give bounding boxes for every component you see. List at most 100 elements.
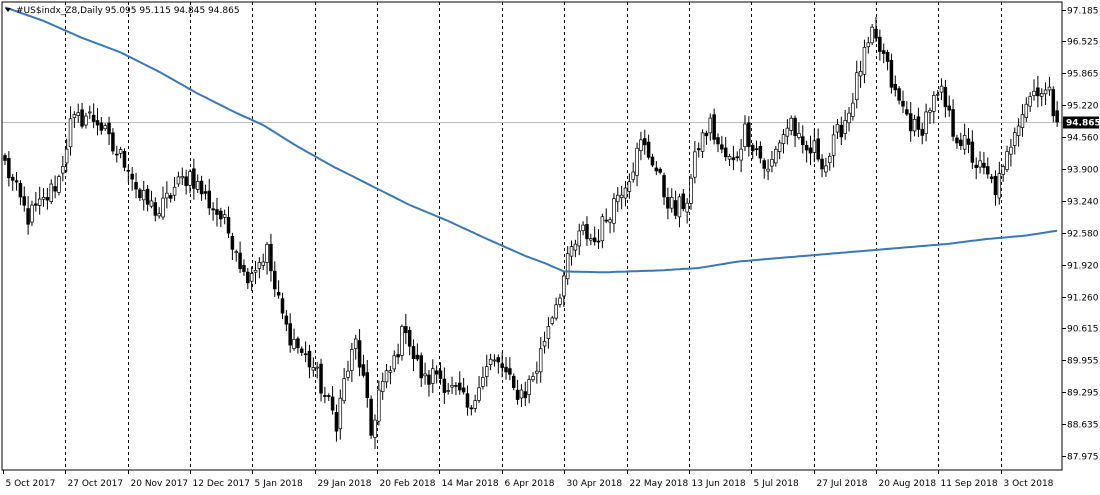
candle-body bbox=[238, 252, 242, 270]
candle-body bbox=[689, 177, 693, 204]
candle-body bbox=[404, 326, 408, 334]
candle-body bbox=[712, 114, 716, 140]
candle-body bbox=[812, 140, 817, 153]
candle-body bbox=[184, 176, 188, 186]
candle-body bbox=[188, 171, 192, 186]
candle-body bbox=[924, 111, 928, 134]
candle-body bbox=[619, 194, 624, 199]
candle-body bbox=[535, 370, 539, 374]
candle-body bbox=[639, 139, 643, 151]
candle-body bbox=[843, 120, 847, 134]
candle-body bbox=[53, 186, 57, 192]
candle-body bbox=[831, 134, 836, 156]
candle-body bbox=[658, 168, 662, 173]
candle-body bbox=[538, 348, 543, 373]
candle-body bbox=[908, 113, 913, 132]
candle-body bbox=[88, 111, 92, 114]
candle-body bbox=[103, 125, 107, 130]
candle-body bbox=[1028, 96, 1032, 107]
candle-body bbox=[1039, 92, 1044, 97]
candle-body bbox=[107, 122, 111, 135]
candle-body bbox=[616, 194, 620, 203]
candle-body bbox=[319, 363, 323, 394]
y-tick-label: 87.975 bbox=[1067, 453, 1099, 463]
candle-body bbox=[180, 176, 185, 179]
triangle-down-icon[interactable] bbox=[5, 8, 11, 12]
candle-body bbox=[839, 124, 844, 138]
candle-body bbox=[646, 141, 651, 158]
candle-body bbox=[49, 183, 53, 202]
candle-body bbox=[589, 238, 593, 241]
candle-body bbox=[14, 180, 19, 183]
candle-body bbox=[427, 374, 431, 385]
y-tick-label: 90.615 bbox=[1067, 325, 1099, 335]
candle-body bbox=[219, 210, 223, 220]
x-tick-label: 20 Aug 2018 bbox=[879, 479, 937, 489]
candle-body bbox=[704, 132, 709, 137]
candle-body bbox=[407, 330, 412, 347]
candle-body bbox=[365, 372, 370, 399]
candle-body bbox=[334, 412, 339, 432]
candle-body bbox=[604, 219, 608, 222]
candle-body bbox=[862, 46, 867, 75]
candle-body bbox=[257, 262, 262, 269]
candle-body bbox=[41, 197, 46, 200]
candle-body bbox=[851, 102, 855, 117]
candle-body bbox=[993, 175, 998, 195]
candle-body bbox=[330, 396, 335, 411]
candle-body bbox=[419, 355, 423, 379]
candle-body bbox=[897, 88, 901, 101]
time-axis[interactable]: 5 Oct 2017 27 Oct 2017 20 Nov 2017 12 Dec 2… bbox=[3, 470, 1054, 489]
candle-body bbox=[916, 116, 921, 130]
candle-body bbox=[485, 366, 489, 377]
candle-body bbox=[878, 36, 882, 52]
candle-body bbox=[662, 175, 666, 198]
candle-body bbox=[508, 368, 512, 375]
candle-body bbox=[438, 370, 443, 379]
y-tick-label: 91.260 bbox=[1067, 294, 1099, 304]
candle-body bbox=[434, 370, 439, 375]
candle-body bbox=[608, 219, 612, 223]
candle-body bbox=[215, 209, 219, 215]
candle-body bbox=[650, 156, 655, 166]
candle-body bbox=[774, 148, 778, 164]
candle-body bbox=[504, 366, 508, 373]
candle-body bbox=[338, 397, 343, 430]
candle-body bbox=[176, 176, 181, 185]
candle-body bbox=[10, 176, 15, 181]
candle-body bbox=[7, 158, 11, 179]
plot-frame bbox=[1, 1, 1063, 471]
candle-body bbox=[122, 150, 127, 168]
candle-body bbox=[91, 114, 96, 122]
candle-body bbox=[161, 197, 165, 218]
candle-body bbox=[18, 183, 23, 198]
candle-body bbox=[72, 114, 77, 118]
candle-body bbox=[654, 167, 659, 172]
candle-body bbox=[754, 148, 759, 151]
candle-body bbox=[824, 165, 828, 173]
candle-body bbox=[130, 173, 134, 180]
candle-body bbox=[342, 378, 346, 402]
current-price-label: 94.865 bbox=[1066, 119, 1100, 129]
candle-body bbox=[95, 120, 100, 126]
candle-body bbox=[192, 168, 196, 189]
candle-body bbox=[115, 153, 119, 156]
candle-body bbox=[1036, 87, 1040, 97]
candle-body bbox=[458, 382, 462, 391]
y-tick-label: 88.635 bbox=[1067, 421, 1099, 431]
y-tick-label: 93.240 bbox=[1067, 198, 1099, 208]
x-tick-label: 11 Sep 2018 bbox=[941, 479, 998, 489]
candle-body bbox=[488, 358, 493, 365]
candle-body bbox=[30, 204, 34, 223]
candle-body bbox=[265, 244, 269, 263]
price-axis[interactable]: 97.185 96.525 95.865 95.220 94.560 93.900 93.2… bbox=[1062, 7, 1099, 463]
candle-body bbox=[172, 186, 177, 196]
candle-body bbox=[955, 137, 959, 144]
x-tick-label: 20 Nov 2017 bbox=[131, 479, 189, 489]
candle-body bbox=[889, 59, 894, 88]
x-tick-label: 27 Oct 2017 bbox=[68, 479, 124, 489]
x-tick-label: 29 Jan 2018 bbox=[318, 479, 372, 489]
candle-body bbox=[758, 145, 763, 159]
candle-body bbox=[643, 138, 647, 146]
